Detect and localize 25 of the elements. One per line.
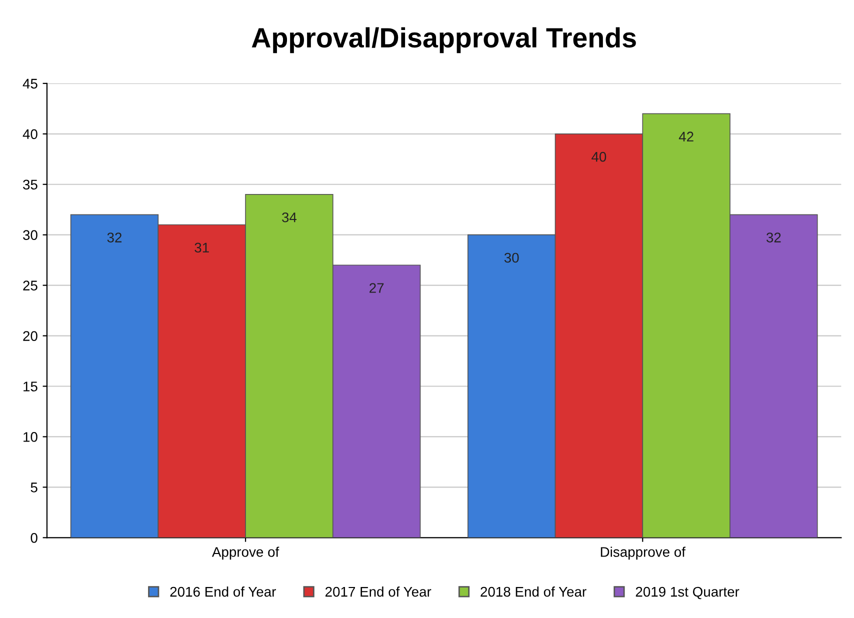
data-label: 34 [282, 212, 297, 222]
y-tick-label: 5 [30, 482, 38, 492]
data-label: 42 [678, 132, 694, 142]
legend-label: 2018 End of Year [480, 586, 586, 597]
legend-label: 2019 1st Quarter [636, 586, 740, 600]
y-tick-label: 35 [23, 180, 38, 190]
y-tick-label: 10 [24, 432, 38, 442]
legend-label: 2017 End of Year [325, 586, 432, 597]
data-label: 27 [370, 283, 384, 293]
data-label: 32 [766, 232, 781, 242]
data-label: 32 [107, 232, 122, 242]
legend-label: 2016 End of Year [170, 586, 276, 597]
y-tick-label: 15 [24, 382, 38, 392]
x-tick-label: Disapprove of [600, 546, 686, 560]
y-tick-label: 0 [30, 532, 38, 543]
y-tick-label: 25 [23, 280, 38, 290]
y-tick-label: 20 [23, 331, 38, 341]
x-tick-label: Approve of [212, 546, 280, 560]
data-label: 30 [504, 252, 519, 263]
y-tick-label: 40 [22, 129, 38, 140]
y-tick-label: 30 [23, 230, 38, 240]
data-label: 40 [592, 152, 606, 162]
y-tick-label: 45 [22, 78, 38, 89]
data-label: 31 [194, 242, 209, 253]
chart-title: Approval/Disapproval Trends [252, 27, 636, 54]
